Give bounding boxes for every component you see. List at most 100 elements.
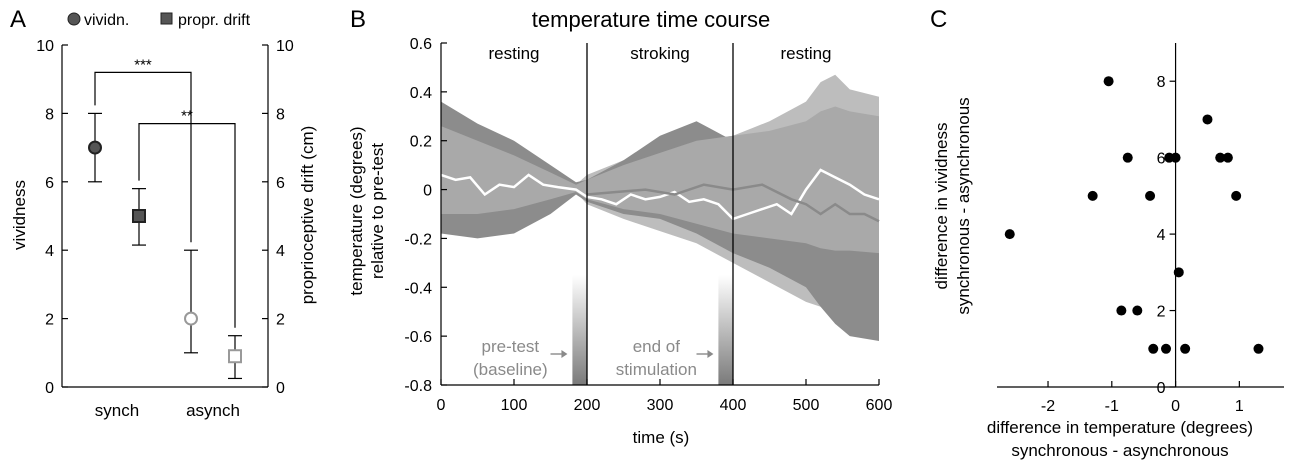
legend-label-drift: propr. drift <box>178 12 251 29</box>
scatter-point <box>1253 343 1264 354</box>
panel-b-xtick-label: 400 <box>720 397 747 414</box>
panel-b-ylabel-line1: temperature (degrees) <box>347 126 366 295</box>
panel-a-ytick-left-label: 6 <box>45 175 54 192</box>
panel-a-category-label: asynch <box>186 401 240 420</box>
significance-bracket <box>138 123 236 328</box>
confidence-band-3 <box>441 106 879 254</box>
panel-a-ytick-left-label: 4 <box>45 243 54 260</box>
scatter-point <box>1132 305 1143 316</box>
panel-b-ytick-label: 0 <box>423 183 432 200</box>
vividness-marker <box>88 140 102 155</box>
legend-circle-icon <box>67 12 81 26</box>
panel-a-ytick-right-label: 2 <box>276 312 285 329</box>
baseline-window <box>572 275 587 385</box>
panel-a-ytick-right-label: 0 <box>276 380 285 397</box>
annotation-line1: end of <box>633 337 681 356</box>
panel-a-ytick-right-label: 4 <box>276 243 285 260</box>
panel-b-plot: resting stroking resting pre-test (baseline)… <box>404 36 892 414</box>
phase-label: stroking <box>630 44 690 63</box>
panel-b-xtick-label: 500 <box>793 397 820 414</box>
panel-c-xtick-label: -2 <box>1041 398 1055 415</box>
panel-c-ytick-label: 0 <box>1157 380 1166 397</box>
panel-c-xtick-label: -1 <box>1105 398 1119 415</box>
panel-c-ytick-label: 6 <box>1157 151 1166 168</box>
panel-b-xtick-label: 0 <box>437 397 446 414</box>
panel-b-ytick-label: 0.4 <box>410 85 432 102</box>
panel-b-xtick-label: 200 <box>574 397 601 414</box>
phase-label: resting <box>780 44 831 63</box>
scatter-point <box>1180 343 1191 354</box>
mean-line-1 <box>440 168 880 221</box>
panel-b-xlabel: time (s) <box>633 428 690 447</box>
scatter-point <box>1145 190 1156 201</box>
arrow-head-icon <box>707 350 714 358</box>
panel-a-ytick-right-label: 10 <box>276 38 294 55</box>
panel-a-ytick-left-label: 8 <box>45 106 54 123</box>
baseline-window <box>718 275 733 385</box>
legend-square-icon <box>160 12 173 25</box>
panel-a: A vividn. propr. drift 0 2 4 6 8 10 0 2 4 6 8 10 syn… <box>10 6 317 420</box>
panel-a-ylabel-right: proprioceptive drift (cm) <box>298 126 317 305</box>
panel-c-ytick-label: 4 <box>1157 227 1166 244</box>
arrow-head-icon <box>561 350 568 358</box>
panel-a-ytick-right-label: 6 <box>276 175 285 192</box>
panel-c-xlabel-line1: difference in temperature (degrees) <box>987 418 1253 437</box>
significance-label: *** <box>134 56 152 73</box>
scatter-point <box>1004 229 1015 240</box>
panel-b-ytick-label: -0.6 <box>404 329 432 346</box>
panel-a-legend: vividn. propr. drift <box>67 12 251 29</box>
panel-b-ylabel-line2: relative to pre-test <box>368 143 387 279</box>
annotation-line2: stimulation <box>616 360 697 379</box>
panel-a-category-label: synch <box>95 401 139 420</box>
panel-c-xtick-label: 1 <box>1235 398 1244 415</box>
scatter-point <box>1087 190 1098 201</box>
panel-a-ytick-left-label: 2 <box>45 312 54 329</box>
drift-marker <box>228 349 242 364</box>
scatter-point <box>1170 152 1181 163</box>
panel-a-ytick-left-label: 0 <box>45 380 54 397</box>
vividness-marker <box>184 311 198 326</box>
annotation-line2: (baseline) <box>473 360 548 379</box>
panel-a-ylabel-left: vividness <box>10 180 29 250</box>
panel-c-xlabel-line2: synchronous - asynchronous <box>1011 441 1228 460</box>
scatter-point <box>1103 76 1114 87</box>
scatter-point <box>1222 152 1233 163</box>
panel-a-ytick-left-label: 10 <box>36 38 54 55</box>
scatter-point <box>1122 152 1133 163</box>
scatter-point <box>1215 152 1226 163</box>
panel-b-ytick-label: -0.2 <box>404 231 432 248</box>
panel-c-ylabel-line1: difference in vividness <box>932 123 951 290</box>
scatter-point <box>1116 305 1127 316</box>
phase-label: resting <box>488 44 539 63</box>
panel-b-ytick-label: 0.2 <box>410 134 432 151</box>
panel-c-letter: C <box>930 6 947 33</box>
panel-b-xtick-label: 100 <box>501 397 528 414</box>
panel-c-plot: 0 2 4 6 8 -2 -1 0 1 <box>997 43 1284 415</box>
scatter-point <box>1161 343 1172 354</box>
scatter-point <box>1173 267 1184 278</box>
annotation-line1: pre-test <box>482 337 540 356</box>
panel-c-ylabel-line2: synchronous - asynchronous <box>954 97 973 314</box>
panel-b-title: temperature time course <box>532 7 770 32</box>
drift-marker <box>132 209 146 223</box>
significance-bracket <box>94 71 192 243</box>
significance-label: ** <box>181 108 193 125</box>
panel-b-letter: B <box>350 6 366 33</box>
panel-a-ytick-right-label: 8 <box>276 106 285 123</box>
panel-b: B temperature time course resting strokin… <box>347 6 892 447</box>
mean-line-2 <box>586 183 880 223</box>
scatter-point <box>1202 114 1213 125</box>
panel-b-xtick-label: 300 <box>647 397 674 414</box>
scatter-point <box>1148 343 1159 354</box>
legend-label-vividness: vividn. <box>84 12 129 29</box>
panel-c-ytick-label: 2 <box>1157 304 1166 321</box>
scatter-point <box>1231 190 1242 201</box>
panel-c-ytick-label: 8 <box>1157 74 1166 91</box>
panel-a-letter: A <box>10 6 26 33</box>
panel-c: C 0 2 4 6 8 -2 -1 0 1 difference in vividness sy… <box>930 6 1284 460</box>
panel-b-ytick-label: -0.8 <box>404 378 432 395</box>
panel-c-xtick-label: 0 <box>1171 398 1180 415</box>
panel-b-ytick-label: -0.4 <box>404 280 432 297</box>
